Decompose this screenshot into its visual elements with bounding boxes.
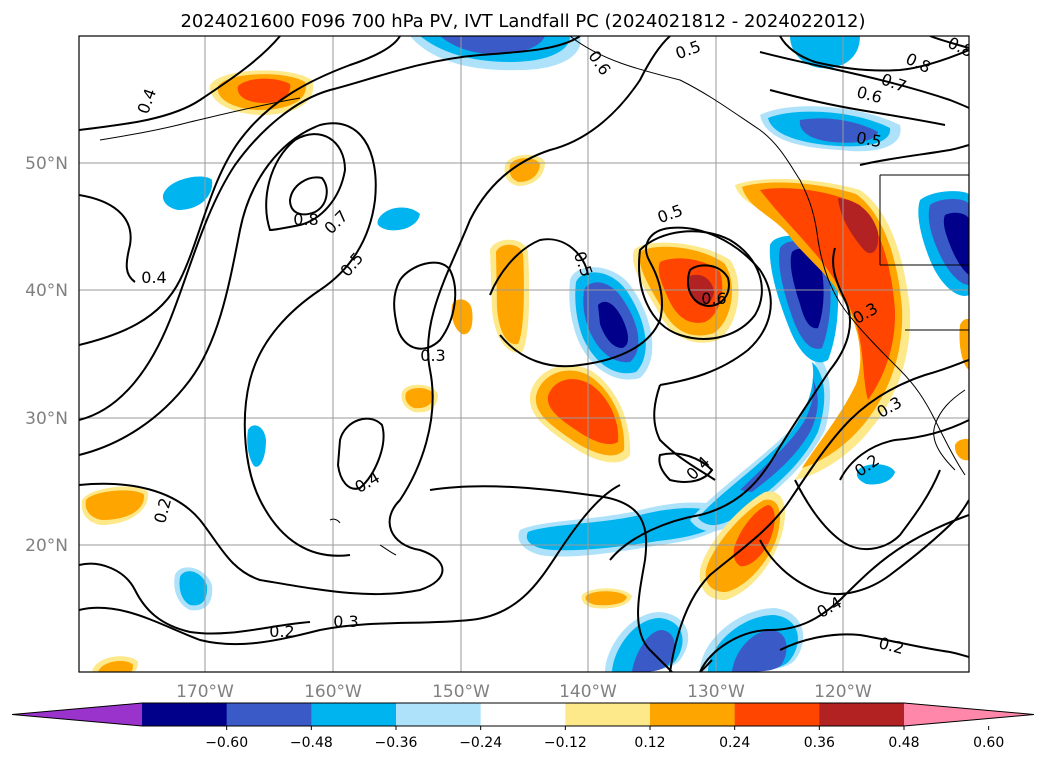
lon-label: 160°W	[304, 682, 362, 702]
colorbar-tick-label: −0.60	[205, 735, 248, 751]
colorbar-segment	[311, 703, 397, 726]
colorbar: −0.60 −0.48 −0.36 −0.24 −0.12 0.12 0.24 0.36 0.4…	[11, 702, 1035, 751]
colorbar-outline	[11, 702, 1035, 727]
lat-label: 30°N	[25, 409, 68, 429]
colorbar-tick-label: −0.48	[290, 735, 333, 751]
contour-label: 0.3	[333, 612, 358, 631]
longitude-labels: 170°W 160°W 150°W 140°W 130°W 120°W	[176, 682, 872, 702]
pv-contours	[79, 36, 969, 672]
colorbar-tick-label: 0.36	[804, 735, 835, 751]
colorbar-extend-min	[12, 703, 142, 726]
contour-label: 0.6	[701, 289, 726, 308]
contour-label: 0.4	[141, 268, 166, 287]
colorbar-tick-label: 0.60	[973, 735, 1004, 751]
colorbar-tick-label: 0.12	[634, 735, 665, 751]
colorbar-extend-max	[904, 703, 1034, 726]
lon-label: 120°W	[814, 682, 872, 702]
contour-label: 0.8	[293, 210, 318, 229]
colorbar-tick-label: −0.24	[459, 735, 502, 751]
lon-label: 170°W	[176, 682, 234, 702]
colorbar-tick-label: −0.36	[375, 735, 418, 751]
colorbar-tick-label: 0.48	[888, 735, 919, 751]
colorbar-segment	[142, 703, 228, 726]
colorbar-segment	[226, 703, 312, 726]
colorbar-segment	[819, 703, 905, 726]
colorbar-tick-label: 0.24	[719, 735, 750, 751]
colorbar-tick-label: −0.12	[544, 735, 587, 751]
figure-title: 2024021600 F096 700 hPa PV, IVT Landfall…	[180, 11, 865, 32]
colorbar-segment	[565, 703, 651, 726]
latitude-labels: 50°N 40°N 30°N 20°N	[25, 154, 68, 556]
lat-label: 50°N	[25, 154, 68, 174]
lat-label: 20°N	[25, 536, 68, 556]
map-frame	[78, 35, 970, 673]
contour-label: 0.3	[420, 346, 445, 365]
colorbar-segment	[734, 703, 820, 726]
lon-label: 150°W	[432, 682, 490, 702]
colorbar-segment	[396, 703, 482, 726]
coastlines	[99, 36, 969, 556]
contour-label: 0.5	[855, 128, 883, 151]
lon-label: 140°W	[559, 682, 617, 702]
lat-label: 40°N	[25, 281, 68, 301]
map-panel: 0.4 0.4 0.8 0.7 0.5 0.3 0.4 0.2 0.2 0.3 …	[79, 36, 969, 672]
colorbar-segment	[480, 703, 566, 726]
lon-label: 130°W	[687, 682, 745, 702]
colorbar-segment	[650, 703, 736, 726]
contour-label: 0.2	[269, 622, 294, 641]
